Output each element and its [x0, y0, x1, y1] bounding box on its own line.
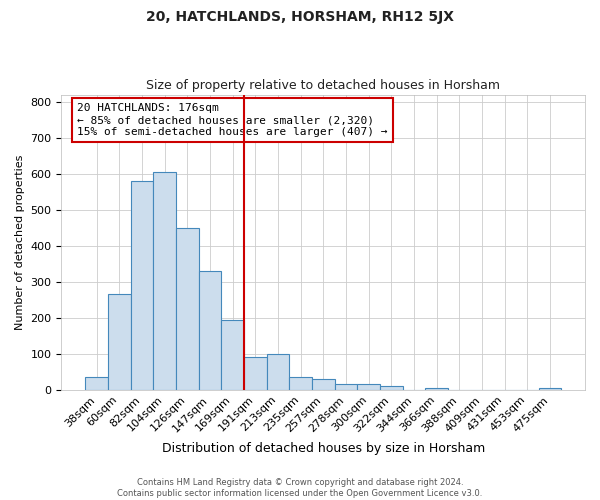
Y-axis label: Number of detached properties: Number of detached properties [15, 154, 25, 330]
Bar [199, 271, 221, 390]
Bar [108, 294, 131, 390]
Bar [312, 379, 335, 390]
Bar [176, 228, 199, 390]
Text: 20, HATCHLANDS, HORSHAM, RH12 5JX: 20, HATCHLANDS, HORSHAM, RH12 5JX [146, 10, 454, 24]
Bar [221, 320, 244, 390]
Bar [357, 384, 380, 390]
Bar [425, 388, 448, 390]
Bar [153, 172, 176, 390]
Bar [85, 377, 108, 390]
Text: 20 HATCHLANDS: 176sqm
← 85% of detached houses are smaller (2,320)
15% of semi-d: 20 HATCHLANDS: 176sqm ← 85% of detached … [77, 104, 388, 136]
Bar [380, 386, 403, 390]
Bar [131, 181, 153, 390]
Bar [266, 354, 289, 390]
Bar [289, 377, 312, 390]
Title: Size of property relative to detached houses in Horsham: Size of property relative to detached ho… [146, 79, 500, 92]
X-axis label: Distribution of detached houses by size in Horsham: Distribution of detached houses by size … [161, 442, 485, 455]
Bar [244, 358, 266, 390]
Bar [539, 388, 561, 390]
Text: Contains HM Land Registry data © Crown copyright and database right 2024.
Contai: Contains HM Land Registry data © Crown c… [118, 478, 482, 498]
Bar [335, 384, 357, 390]
